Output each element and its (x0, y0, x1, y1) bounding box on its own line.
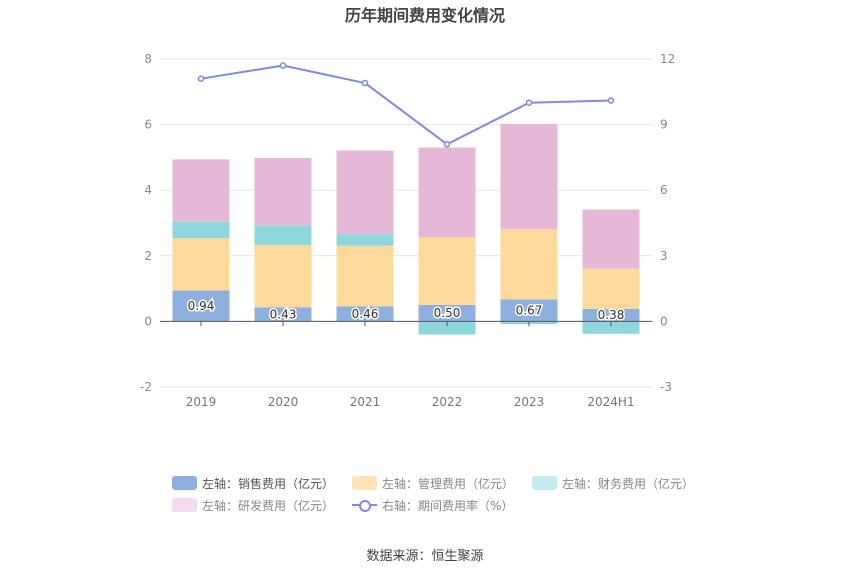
legend-label-sales: 左轴：销售费用（亿元） (202, 476, 335, 491)
bar-3-2020 (254, 158, 312, 226)
x-tick-label: 2022 (432, 395, 463, 409)
x-tick-label: 2019 (186, 395, 217, 409)
right-axis-ticks: -3 0 3 6 9 12 (660, 52, 675, 394)
data-label: 0.50 (434, 306, 461, 320)
chart-area: -2 0 2 4 6 8 -3 0 3 6 9 12 2019 2020 2021 2022 2023 202… (140, 52, 675, 409)
left-axis-ticks: -2 0 2 4 6 8 (140, 52, 152, 394)
rate-point (443, 141, 451, 148)
legend-item-rate[interactable]: 右轴：期间费用率（%） (352, 497, 513, 514)
x-tick-label: 2024H1 (587, 395, 634, 409)
rate-point (361, 79, 369, 87)
bar-1-2021 (336, 245, 394, 307)
legend-item-finance[interactable]: 左轴：财务费用（亿元） (532, 475, 694, 492)
bar-3-2019 (172, 159, 230, 222)
rate-point (607, 97, 615, 104)
bar-2-2019 (172, 221, 230, 239)
right-tick-label: -3 (660, 380, 672, 394)
bar-1-2022 (418, 237, 476, 305)
bar-2-2022 (418, 321, 476, 335)
bar-3-2023 (500, 123, 558, 229)
right-tick-label: 12 (660, 52, 675, 66)
x-axis-ticks: 2019 2020 2021 2022 2023 2024H1 (186, 321, 635, 409)
rate-point (279, 62, 287, 69)
bar-3-2022 (418, 147, 476, 238)
right-tick-label: 6 (660, 183, 668, 197)
bar-0-2021 (336, 306, 394, 322)
rate-line-path (200, 64, 612, 146)
legend-swatch-rnd (172, 498, 197, 512)
bar-3-2024H1 (582, 209, 640, 269)
rate-point (197, 75, 205, 82)
legend-label-rate: 右轴：期间费用率（%） (382, 498, 514, 513)
data-labels: 0.94 0.43 0.46 0.50 0.67 0.38 (186, 297, 626, 323)
x-tick-label: 2020 (268, 395, 299, 409)
bar-0-2022 (418, 305, 476, 322)
right-tick-label: 3 (660, 249, 668, 263)
legend-swatch-rate (352, 498, 378, 512)
bar-0-2023 (500, 299, 558, 322)
rate-line (197, 62, 615, 148)
bar-0-2020 (254, 307, 312, 322)
x-tick-label: 2023 (514, 395, 545, 409)
x-tick-label: 2021 (350, 395, 381, 409)
bar-3-2021 (336, 150, 394, 235)
data-label: 0.94 (188, 299, 215, 313)
legend-swatch-finance (532, 476, 558, 490)
bar-1-2024H1 (582, 268, 640, 309)
left-tick-label: 0 (144, 314, 152, 328)
legend-label-finance: 左轴：财务费用（亿元） (562, 476, 695, 491)
data-label: 0.38 (598, 308, 625, 322)
legend-item-admin[interactable]: 左轴：管理费用（亿元） (352, 475, 514, 492)
bar-2-2020 (254, 225, 312, 245)
bar-1-2020 (254, 244, 312, 308)
source-note: 数据来源：恒生聚源 (366, 549, 484, 564)
legend-label-admin: 左轴：管理费用（亿元） (382, 476, 515, 491)
legend: 左轴：销售费用（亿元） 左轴：管理费用（亿元） 左轴：财务费用（亿元） 左轴：研… (172, 472, 712, 516)
rate-point (525, 99, 533, 106)
bar-1-2019 (172, 238, 230, 291)
left-tick-label: 8 (144, 52, 152, 66)
left-tick-label: 4 (144, 183, 152, 197)
bar-2-2021 (336, 234, 394, 246)
bar-0-2019 (172, 290, 230, 322)
data-label: 0.67 (516, 303, 543, 317)
bar-0-2024H1 (582, 308, 640, 322)
data-label: 0.43 (270, 307, 297, 321)
left-tick-label: 6 (144, 118, 152, 132)
legend-swatch-admin (352, 476, 378, 490)
bars (172, 123, 640, 335)
legend-item-rnd[interactable]: 左轴：研发费用（亿元） (172, 497, 334, 514)
left-tick-label: -2 (140, 380, 152, 394)
bar-1-2023 (500, 228, 558, 300)
right-tick-label: 9 (660, 118, 668, 132)
data-label: 0.46 (352, 307, 379, 321)
legend-label-rnd: 左轴：研发费用（亿元） (202, 498, 335, 513)
grid-lines (160, 58, 652, 388)
legend-item-sales[interactable]: 左轴：销售费用（亿元） (172, 475, 334, 492)
right-tick-label: 0 (660, 314, 668, 328)
legend-swatch-sales (172, 476, 197, 490)
bar-2-2024H1 (582, 321, 640, 334)
left-tick-label: 2 (144, 249, 152, 263)
chart-title: 历年期间费用变化情况 (344, 6, 505, 25)
